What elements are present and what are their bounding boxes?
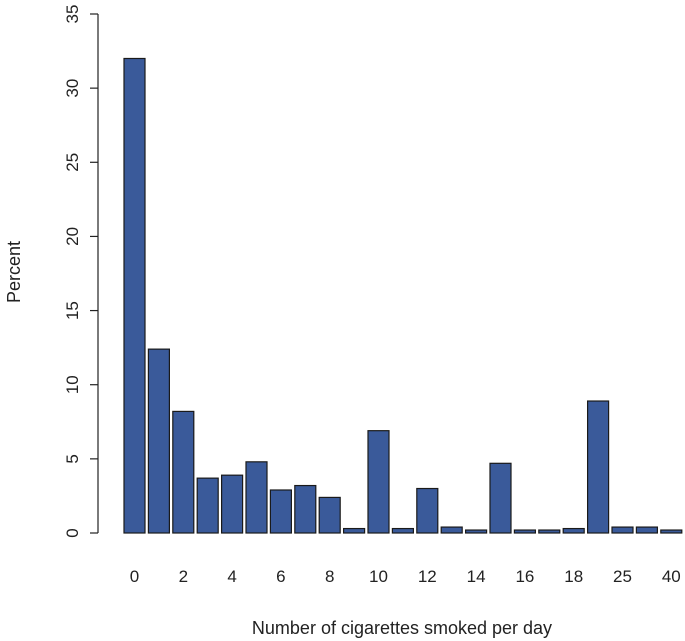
bar-8: 8: 2.4 <box>318 496 341 534</box>
bar-10: 10: 6.9 <box>367 430 390 534</box>
x-tick-label: 25 <box>613 567 632 586</box>
bar-17: 17: 0.2 <box>538 529 561 534</box>
x-tick-label: 4 <box>227 567 236 586</box>
bar-6: 6: 2.9 <box>269 489 292 534</box>
x-tick-label: 40 <box>662 567 681 586</box>
y-tick-label: 10 <box>63 375 82 394</box>
bar-16: 16: 0.2 <box>513 529 537 534</box>
bar-12: 12: 3 <box>416 487 439 534</box>
bar-5: 5: 4.8 <box>245 461 268 534</box>
bar-1: 1: 12.4 <box>147 348 170 534</box>
y-tick-label: 25 <box>63 153 82 172</box>
y-tick-label: 30 <box>63 79 82 98</box>
x-tick-label: 10 <box>369 567 388 586</box>
x-tick-label: 14 <box>467 567 486 586</box>
x-tick-label: 2 <box>179 567 188 586</box>
bar-15: 15: 4.7 <box>489 462 512 534</box>
bar-4: 4: 3.9 <box>221 474 244 534</box>
y-axis: 0 5 10 15 20 25 30 35 <box>63 5 99 538</box>
bar-14: 14: 0.2 <box>465 529 488 534</box>
x-tick-label: 12 <box>418 567 437 586</box>
bar-3: 3: 3.7 <box>196 477 219 534</box>
bar-25: 25: 0.4 <box>611 526 634 534</box>
x-axis: 0 2 4 6 8 10 12 14 16 18 25 40 <box>130 567 681 586</box>
x-tick-label: 6 <box>276 567 285 586</box>
bar-2: 2: 8.2 <box>172 410 195 534</box>
y-tick-label: 5 <box>63 454 82 463</box>
y-tick-label: 15 <box>63 301 82 320</box>
bar-30: 30: 0.4 <box>635 526 659 534</box>
y-tick-label: 20 <box>63 227 82 246</box>
y-axis-title: Percent <box>4 241 24 303</box>
bar-11: 11: 0.3 <box>391 527 414 534</box>
bar-40: 40: 0.2 <box>660 529 683 534</box>
x-tick-label: 0 <box>130 567 139 586</box>
bar-18: 18: 0.3 <box>562 527 585 534</box>
bar-13: 13: 0.4 <box>440 526 463 534</box>
y-tick-label: 0 <box>63 528 82 537</box>
bar-7: 7: 3.2 <box>294 484 317 534</box>
bar-9: 9: 0.3 <box>343 527 366 534</box>
bars: 0: 321: 12.42: 8.23: 3.74: 3.95: 4.86: 2… <box>123 57 683 534</box>
x-tick-label: 16 <box>515 567 534 586</box>
x-tick-label: 8 <box>325 567 334 586</box>
y-tick-label: 35 <box>63 5 82 24</box>
bar-0: 0: 32 <box>123 57 146 534</box>
x-tick-label: 18 <box>564 567 583 586</box>
bar-20: 20: 8.9 <box>586 400 610 534</box>
x-axis-title: Number of cigarettes smoked per day <box>252 618 552 638</box>
